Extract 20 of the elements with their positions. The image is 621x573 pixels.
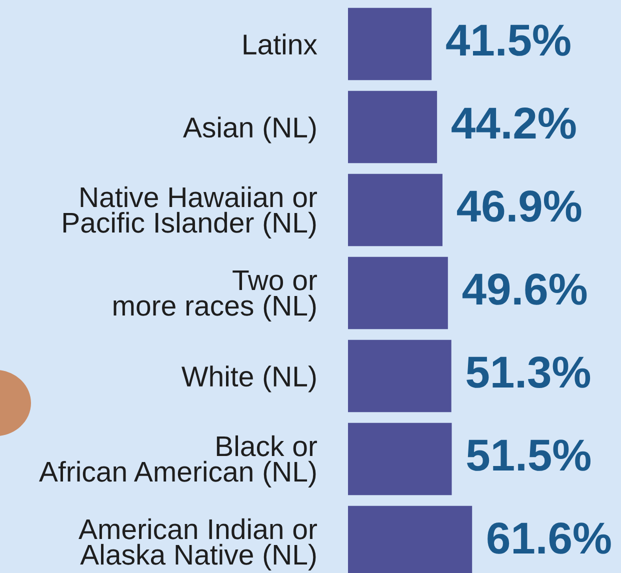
y-tick-label: Two or more races (NL): [114, 270, 317, 322]
data-label: 49.6%: [462, 273, 587, 305]
y-tick-label: American Indian or Alaska Native (NL): [78, 518, 317, 570]
data-label: 51.5%: [467, 440, 590, 471]
y-tick-label: White (NL): [182, 366, 316, 392]
data-label: 61.6%: [488, 522, 611, 554]
bar: [348, 340, 452, 412]
bar: [348, 174, 442, 246]
bar: [348, 90, 438, 164]
data-label: 44.2%: [452, 107, 576, 139]
bar: [348, 256, 448, 330]
data-label: 41.5%: [446, 24, 570, 56]
y-tick-label: Native Hawaiian or Pacific Islander (NL): [63, 186, 317, 238]
data-label: 51.3%: [466, 356, 590, 388]
y-tick-label: Black or African American (NL): [39, 435, 317, 488]
bar: [348, 422, 452, 496]
y-tick-label: Latinx: [244, 34, 318, 55]
y-tick-label: Asian (NL): [183, 116, 316, 144]
bar: [348, 8, 432, 80]
data-label: 46.9%: [457, 190, 582, 222]
